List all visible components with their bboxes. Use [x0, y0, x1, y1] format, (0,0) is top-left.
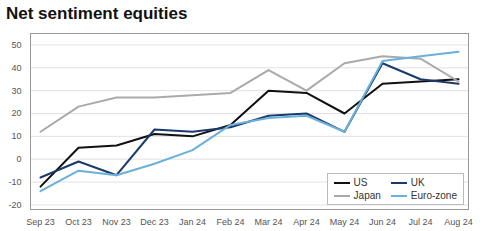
svg-text:May 24: May 24 — [330, 217, 360, 227]
svg-text:Dec 23: Dec 23 — [140, 217, 169, 227]
svg-text:-20: -20 — [8, 200, 21, 210]
html-text:Japan: Japan — [353, 190, 381, 201]
svg-text:Mar 24: Mar 24 — [254, 217, 282, 227]
svg-text:Jul 24: Jul 24 — [408, 217, 432, 227]
html-text:Net sentiment equities: Net sentiment equities — [6, 4, 188, 23]
svg-text:10: 10 — [11, 131, 21, 141]
svg-text:50: 50 — [11, 40, 21, 50]
svg-text:20: 20 — [11, 108, 21, 118]
svg-text:-10: -10 — [8, 177, 21, 187]
svg-text:Sep 23: Sep 23 — [26, 217, 55, 227]
svg-text:30: 30 — [11, 86, 21, 96]
svg-text:Nov 23: Nov 23 — [102, 217, 131, 227]
svg-text:Oct 23: Oct 23 — [65, 217, 92, 227]
html-text:US: US — [353, 177, 368, 188]
svg-text:Feb 24: Feb 24 — [216, 217, 244, 227]
svg-text:Aug 24: Aug 24 — [444, 217, 473, 227]
html-text:Euro-zone: Euro-zone — [410, 190, 457, 201]
svg-text:Apr 24: Apr 24 — [293, 217, 320, 227]
svg-text:Jan 24: Jan 24 — [179, 217, 206, 227]
svg-text:40: 40 — [11, 63, 21, 73]
svg-text:Jun 24: Jun 24 — [369, 217, 396, 227]
svg-text:0: 0 — [16, 154, 21, 164]
html-text:UK: UK — [410, 177, 425, 188]
